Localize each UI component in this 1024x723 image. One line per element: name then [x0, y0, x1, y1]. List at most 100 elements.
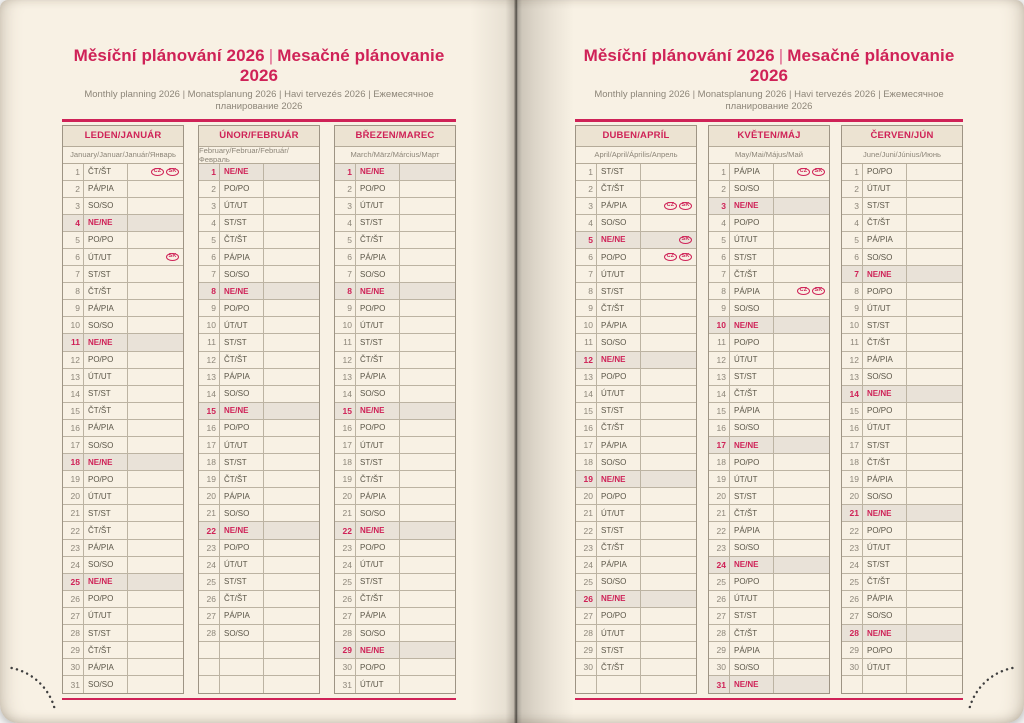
- day-number: 20: [199, 488, 220, 505]
- day-row: 14 SO/SO: [199, 385, 319, 403]
- day-row: 22 PO/PO: [842, 522, 962, 540]
- page-title-cz: Měsíční plánování 2026: [583, 46, 775, 65]
- day-row: 8 ČT/ŠT: [63, 283, 183, 301]
- day-number: 17: [335, 437, 356, 454]
- day-abbrev: PÁ/PIA: [220, 248, 264, 266]
- holiday-badge-cz: CZ: [797, 167, 810, 176]
- day-row: 21 SO/SO: [335, 505, 455, 523]
- day-abbrev: PÁ/PIA: [597, 317, 641, 334]
- day-number: 5: [199, 231, 220, 248]
- notes-cell: [907, 403, 962, 419]
- day-abbrev: NE/NE: [84, 573, 128, 590]
- notes-cell: [128, 300, 183, 316]
- notes-cell: [128, 522, 183, 538]
- day-row: 11 SO/SO: [576, 334, 696, 352]
- notes-cell: [128, 317, 183, 333]
- day-number: 25: [199, 573, 220, 590]
- day-number: 24: [842, 556, 863, 573]
- day-number: 2: [709, 180, 730, 197]
- notes-cell: [400, 505, 455, 521]
- notes-cell: [128, 334, 183, 350]
- bottom-rule: [62, 698, 456, 701]
- day-row: 18 ST/ST: [199, 454, 319, 472]
- day-number: 19: [63, 471, 84, 488]
- notes-cell: [400, 557, 455, 573]
- day-number: 28: [576, 625, 597, 642]
- notes-cell: [641, 300, 696, 316]
- day-number: 12: [335, 351, 356, 368]
- notes-cell: [774, 300, 829, 316]
- notes-cell: [907, 317, 962, 333]
- day-abbrev: ČT/ŠT: [356, 231, 400, 248]
- day-abbrev: NE/NE: [356, 283, 400, 300]
- day-abbrev: SO/SO: [84, 556, 128, 573]
- day-number: 9: [842, 300, 863, 317]
- day-row: 18 ČT/ŠT: [842, 454, 962, 472]
- day-row: 8 PÁ/PIA CZ SK: [709, 283, 829, 301]
- day-number: 11: [576, 334, 597, 351]
- day-row: 30 ÚT/UT: [842, 659, 962, 677]
- notes-cell: [774, 608, 829, 624]
- day-row: 7 SO/SO: [199, 266, 319, 284]
- day-row: 1 PÁ/PIA CZ SK: [709, 163, 829, 181]
- day-row: 21 ÚT/UT: [576, 505, 696, 523]
- day-number: 21: [842, 505, 863, 522]
- day-abbrev: PÁ/PIA: [863, 590, 907, 607]
- day-number: 13: [709, 368, 730, 385]
- day-row: 16 ÚT/UT: [842, 419, 962, 437]
- notes-cell: CZ SK: [641, 249, 696, 265]
- day-abbrev: ÚT/UT: [730, 471, 774, 488]
- day-abbrev: SO/SO: [730, 539, 774, 556]
- day-row: 6 PÁ/PIA: [335, 248, 455, 267]
- notes-cell: [264, 317, 319, 333]
- day-abbrev: PO/PO: [220, 300, 264, 317]
- notes-cell: [907, 608, 962, 624]
- notes-cell: SK: [641, 232, 696, 248]
- notes-cell: [264, 215, 319, 231]
- holiday-badge-sk: SK: [679, 201, 692, 210]
- day-abbrev: NE/NE: [863, 385, 907, 402]
- day-number: 20: [63, 488, 84, 505]
- page-title-sk: Mesačné plánovanie 2026: [239, 46, 445, 85]
- day-abbrev: SO/SO: [863, 488, 907, 505]
- day-row: 23 SO/SO: [709, 539, 829, 557]
- notes-cell: [128, 471, 183, 487]
- notes-cell: [641, 540, 696, 556]
- day-number: 15: [576, 402, 597, 419]
- day-abbrev: PO/PO: [730, 334, 774, 351]
- day-abbrev: ÚT/UT: [863, 659, 907, 676]
- notes-cell: [907, 659, 962, 675]
- day-abbrev: ST/ST: [356, 334, 400, 351]
- day-row: 25 PO/PO: [709, 573, 829, 591]
- page-subtitle: Monthly planning 2026 | Monatsplanung 20…: [594, 89, 944, 112]
- day-row: 28 ST/ST: [63, 625, 183, 643]
- notes-cell: [264, 181, 319, 197]
- day-row: 2 PÁ/PIA: [63, 180, 183, 198]
- day-row: 18 NE/NE: [63, 454, 183, 472]
- day-number: 5: [63, 231, 84, 248]
- day-row: 12 ČT/ŠT: [335, 351, 455, 369]
- day-number: 23: [576, 539, 597, 556]
- perforation-arc-left: [10, 666, 57, 714]
- header-rule: [62, 119, 456, 122]
- day-abbrev: PÁ/PIA: [84, 419, 128, 436]
- day-abbrev: PO/PO: [597, 368, 641, 385]
- day-number: [199, 659, 220, 676]
- notes-cell: [774, 591, 829, 607]
- day-row: 6 ÚT/UT SK: [63, 248, 183, 267]
- day-row: 18 SO/SO: [576, 454, 696, 472]
- day-abbrev: ÚT/UT: [597, 385, 641, 402]
- notes-cell: [641, 471, 696, 487]
- day-number: 11: [63, 334, 84, 351]
- day-row: 8 ST/ST: [576, 283, 696, 301]
- day-row: 17 PÁ/PIA: [576, 437, 696, 455]
- day-number: 7: [576, 266, 597, 283]
- day-number: 1: [842, 163, 863, 180]
- day-abbrev: ÚT/UT: [863, 300, 907, 317]
- day-abbrev: ST/ST: [597, 163, 641, 180]
- day-row: 30 PÁ/PIA: [63, 659, 183, 677]
- day-row: 19 PÁ/PIA: [842, 471, 962, 489]
- day-row: 23 PÁ/PIA: [63, 539, 183, 557]
- notes-cell: [907, 557, 962, 573]
- notes-cell: [774, 369, 829, 385]
